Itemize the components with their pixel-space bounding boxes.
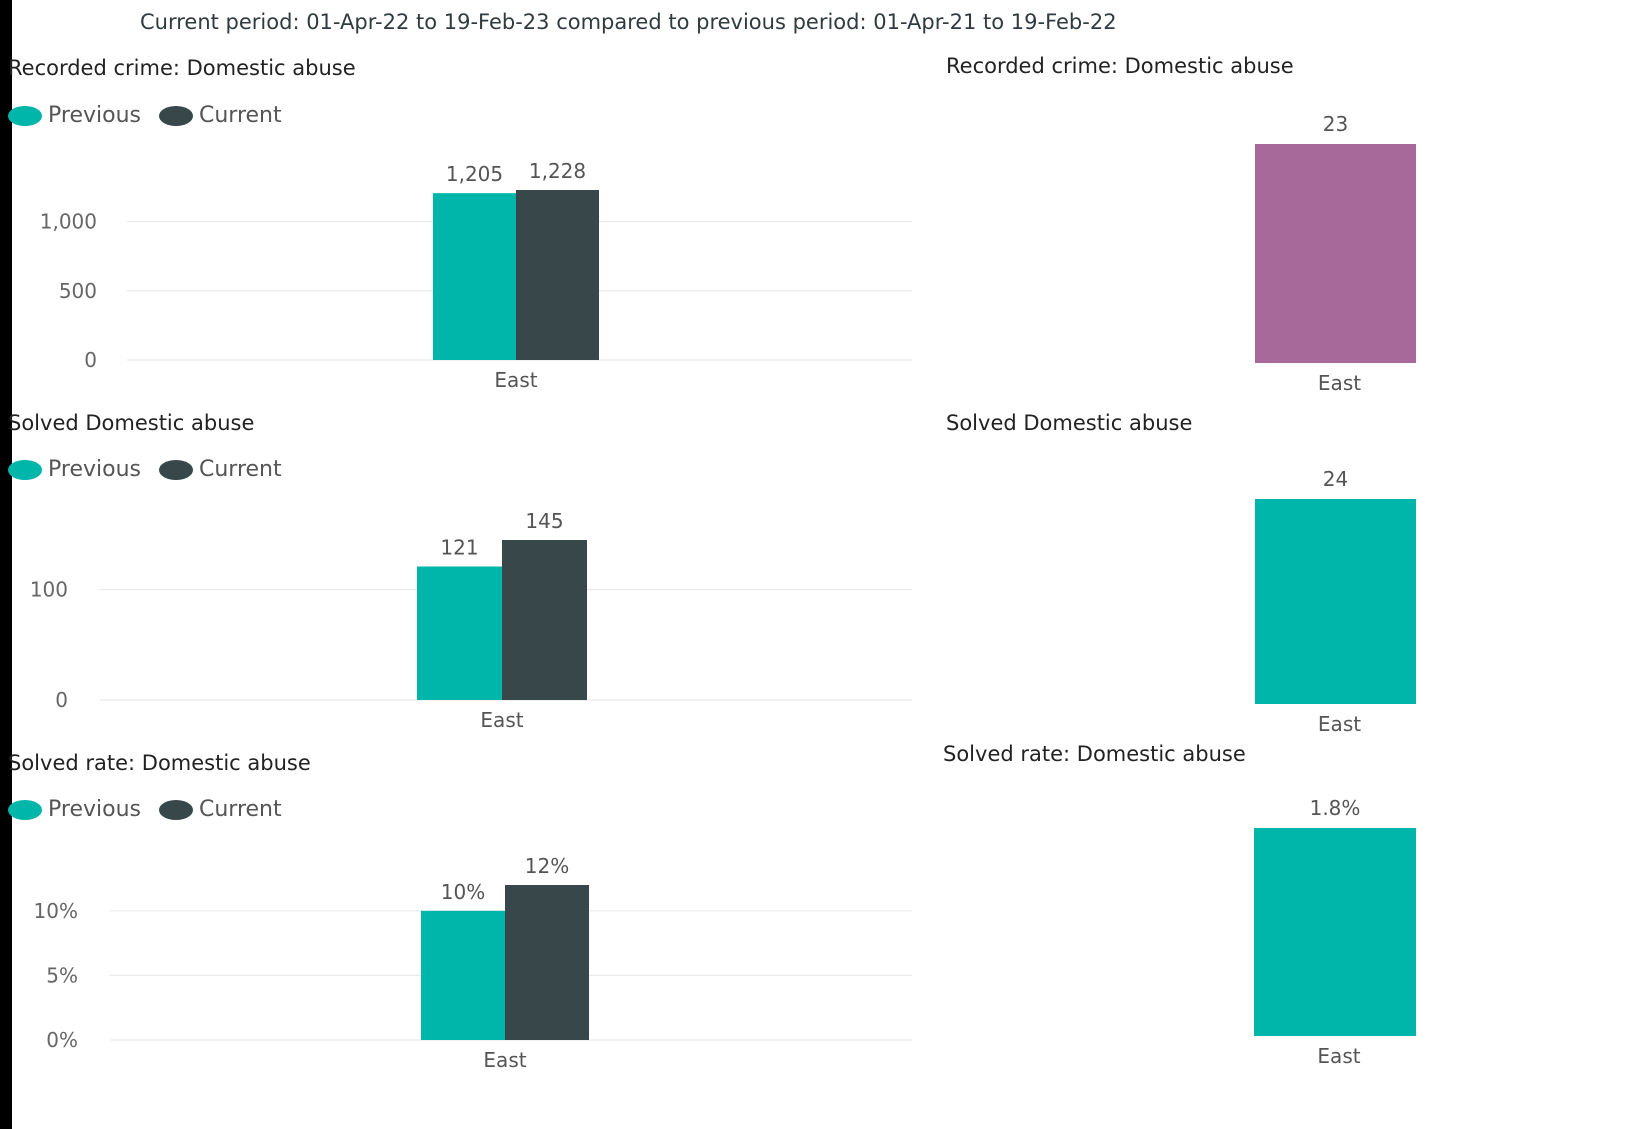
legend-recorded-crime[interactable]: Previous Current: [8, 103, 300, 128]
y-tick-label: 100: [30, 578, 68, 602]
solved-rate-difference-chart[interactable]: 1.8% East: [1192, 785, 1492, 1085]
y-tick-label: 5%: [46, 963, 78, 987]
data-label: 12%: [525, 854, 569, 878]
data-label: 23: [1323, 112, 1348, 136]
bar-difference: [1255, 499, 1416, 704]
y-tick-label: 0: [84, 348, 97, 372]
legend-current-swatch: [158, 799, 193, 820]
legend-current-label: Current: [198, 103, 282, 128]
legend-item-current[interactable]: Current: [158, 797, 282, 822]
period-comparison-header: Current period: 01-Apr-22 to 19-Feb-23 c…: [140, 10, 1117, 34]
recorded-crime-comparison-chart[interactable]: 1,000 500 0 1,205 1,228 East: [12, 150, 922, 400]
solved-rate-comparison-chart[interactable]: 10% 5% 0% 10% 12% East: [12, 845, 922, 1085]
bar-current: [516, 190, 599, 360]
x-category-label: East: [1318, 371, 1361, 395]
bar-difference: [1254, 828, 1416, 1036]
solved-difference-chart[interactable]: 24 East: [1192, 455, 1492, 745]
data-label: 121: [440, 535, 478, 559]
legend-item-current[interactable]: Current: [158, 103, 282, 128]
legend-current-label: Current: [198, 457, 282, 482]
bar-previous: [417, 566, 502, 700]
legend-item-previous[interactable]: Previous: [8, 457, 141, 482]
chart-title-solved-difference: Solved Domestic abuse: [946, 411, 1193, 435]
legend-current-swatch: [158, 105, 193, 126]
legend-current-swatch: [158, 459, 193, 480]
data-label: 24: [1323, 467, 1348, 491]
x-category-label: East: [483, 1048, 526, 1072]
legend-previous-label: Previous: [48, 103, 141, 128]
y-tick-label: 0: [55, 688, 68, 712]
legend-previous-swatch: [8, 105, 42, 126]
chart-title-solved-rate: Solved rate: Domestic abuse: [8, 751, 311, 775]
bar-previous: [421, 910, 505, 1040]
data-label: 145: [525, 509, 563, 533]
legend-item-current[interactable]: Current: [158, 457, 282, 482]
bar-previous: [433, 193, 516, 360]
y-tick-label: 0%: [46, 1028, 78, 1052]
chart-title-solved: Solved Domestic abuse: [8, 411, 255, 435]
y-tick-label: 1,000: [40, 210, 97, 234]
dashboard-canvas: Current period: 01-Apr-22 to 19-Feb-23 c…: [8, 0, 1647, 1129]
chart-title-solved-rate-difference: Solved rate: Domestic abuse: [943, 742, 1246, 766]
bar-difference: [1255, 144, 1416, 363]
recorded-crime-difference-chart[interactable]: 23 East: [1192, 100, 1492, 400]
legend-item-previous[interactable]: Previous: [8, 103, 141, 128]
data-label: 1.8%: [1310, 796, 1361, 820]
legend-current-label: Current: [198, 797, 282, 822]
data-label: 1,228: [529, 159, 586, 183]
legend-previous-label: Previous: [48, 797, 141, 822]
data-label: 1,205: [446, 162, 503, 186]
legend-solved-rate[interactable]: Previous Current: [8, 797, 300, 822]
chart-title-recorded-crime-difference: Recorded crime: Domestic abuse: [946, 54, 1294, 78]
solved-comparison-chart[interactable]: 100 0 121 145 East: [12, 500, 922, 740]
y-tick-label: 500: [59, 279, 97, 303]
y-tick-label: 10%: [34, 899, 78, 923]
legend-previous-label: Previous: [48, 457, 141, 482]
bar-current: [502, 540, 587, 700]
x-category-label: East: [1318, 712, 1361, 736]
chart-title-recorded-crime: Recorded crime: Domestic abuse: [8, 56, 356, 80]
x-category-label: East: [480, 708, 523, 732]
legend-item-previous[interactable]: Previous: [8, 797, 141, 822]
bar-current: [505, 885, 589, 1040]
legend-solved[interactable]: Previous Current: [8, 457, 300, 482]
x-category-label: East: [1317, 1044, 1360, 1068]
data-label: 10%: [441, 880, 485, 904]
legend-previous-swatch: [8, 799, 42, 820]
legend-previous-swatch: [8, 459, 42, 480]
x-category-label: East: [494, 368, 537, 392]
